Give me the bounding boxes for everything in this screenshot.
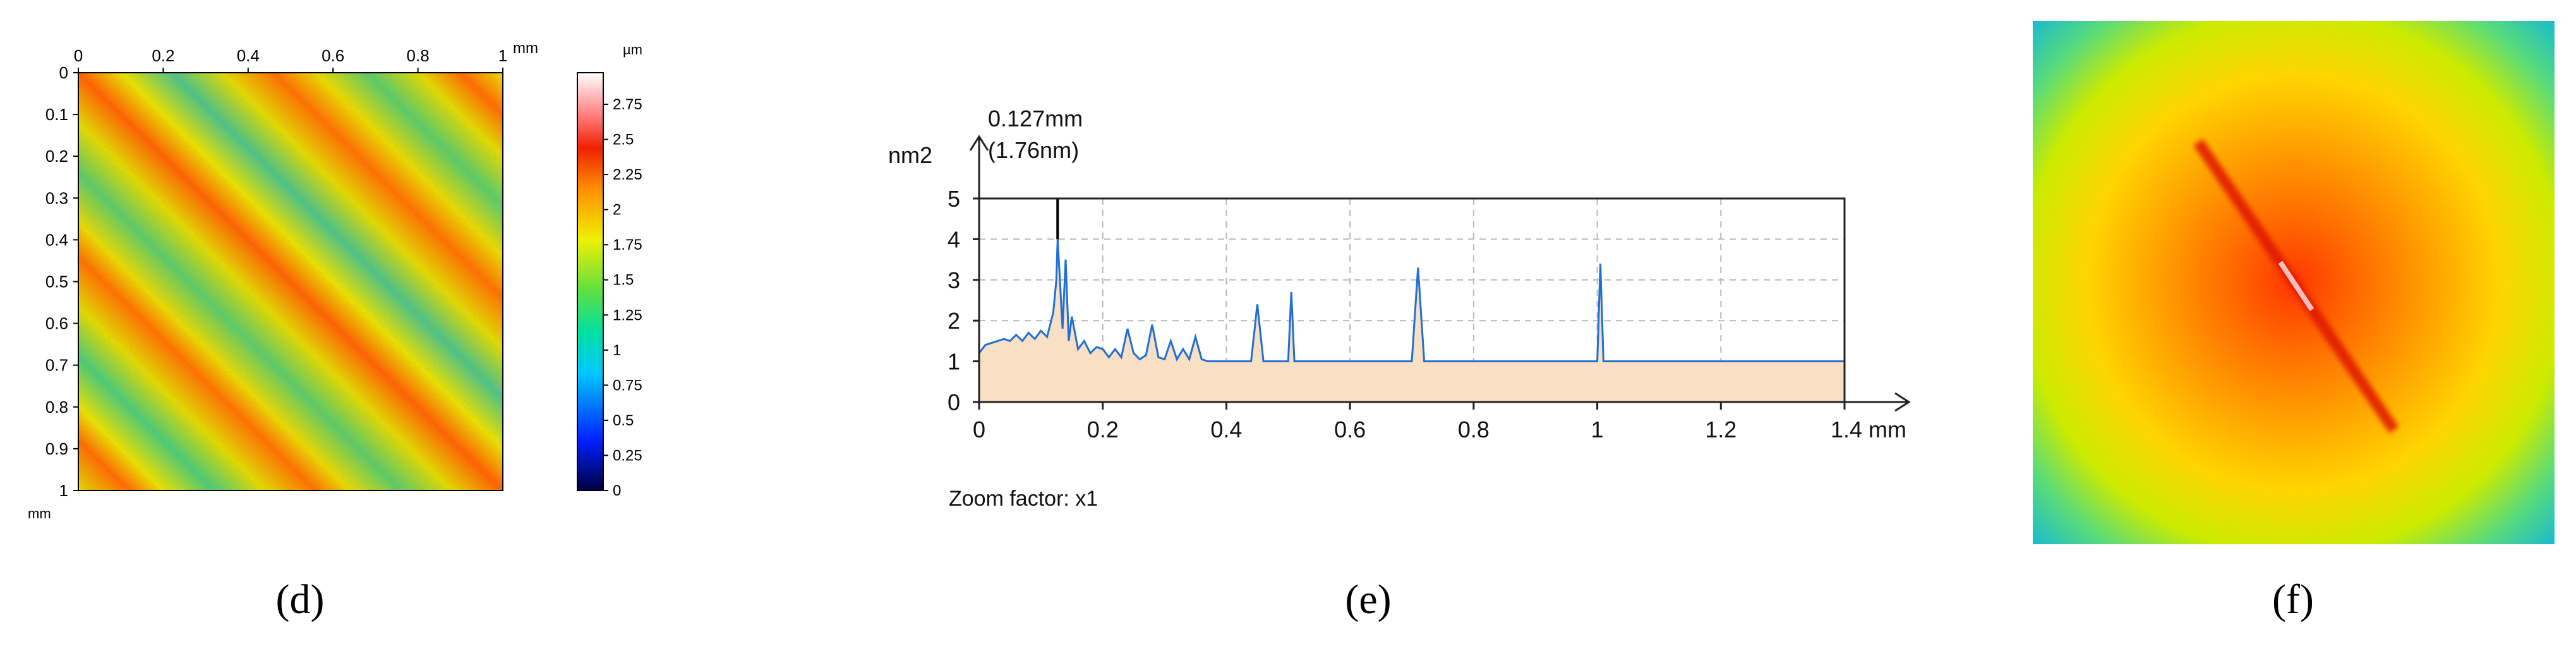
d-x-unit-label: mm	[513, 40, 538, 57]
colorbar-tick-label: 2.25	[613, 166, 642, 183]
d-x-tick-label: 0.6	[322, 46, 344, 65]
panel-f-fft-image: (f)	[2033, 21, 2555, 623]
e-axes	[969, 135, 1911, 412]
colorbar-tick-label: 2.75	[613, 96, 642, 113]
e-x-tick-labels: 0 0.2 0.4 0.6 0.8 1 1.2 1.4 mm	[973, 402, 1906, 442]
e-y-axis-arrow	[969, 135, 989, 151]
d-x-tick-label: 1	[498, 46, 507, 65]
colorbar-tick-label: 1.75	[613, 236, 642, 253]
colorbar-tick-label: 1.25	[613, 307, 642, 324]
e-x-tick-label: 1.4 mm	[1831, 417, 1906, 442]
e-x-tick-label: 0	[973, 417, 985, 442]
panel-e-spectrum: 0 0.2 0.4 0.6 0.8 1 1.2 1.4 mm 0 1 2 3 4 5 nm2 0.127…	[888, 106, 1911, 623]
d-x-tick-label: 0.4	[237, 46, 260, 65]
d-y-tick-label: 0.4	[45, 230, 68, 249]
d-y-tick-label: 0.3	[45, 188, 68, 207]
colorbar-tick-label: 0.5	[613, 412, 634, 429]
d-x-tick-label: 0	[74, 46, 83, 65]
d-y-tick-labels: 0 0.1 0.2 0.3 0.4 0.5 0.6 0.7 0.8 0.9 1	[45, 63, 78, 500]
panel-d-heightmap: 0 0.2 0.4 0.6 0.8 1 0 0.1 0.2 0.3 0.4 0.5 0.6 0.7 0.8…	[28, 40, 642, 623]
e-y-unit-label: nm2	[888, 142, 932, 168]
heightmap-speckle-green	[78, 73, 503, 491]
colorbar	[577, 72, 604, 491]
e-zoom-factor: Zoom factor: x1	[949, 487, 1098, 511]
colorbar-tick-label: 2	[613, 202, 621, 219]
colorbar-tick-labels: 2.75 2.5 2.25 2 1.75 1.5 1.25 1 0.75 0.5 0.25 0	[603, 96, 642, 499]
d-x-tick-label: 0.2	[152, 46, 174, 65]
e-x-tick-label: 0.2	[1087, 417, 1119, 442]
panel-label-e: (e)	[1345, 576, 1391, 623]
e-cursor-y-readout: (1.76nm)	[988, 137, 1079, 163]
e-spectrum-line	[979, 239, 1845, 363]
e-x-tick-label: 1.2	[1705, 417, 1736, 442]
e-cursor-x-readout: 0.127mm	[988, 106, 1083, 131]
d-y-tick-label: 1	[59, 481, 68, 500]
e-x-tick-label: 0.4	[1210, 417, 1242, 442]
e-y-tick-label: 5	[948, 186, 960, 212]
e-y-tick-label: 4	[948, 226, 960, 252]
e-y-tick-labels: 0 1 2 3 4 5	[948, 186, 979, 415]
colorbar-unit-label: µm	[623, 42, 642, 58]
e-y-tick-label: 0	[948, 389, 960, 415]
d-y-tick-label: 0.5	[45, 272, 68, 291]
e-x-tick-label: 0.6	[1334, 417, 1366, 442]
e-y-tick-label: 2	[948, 308, 960, 334]
colorbar-tick-label: 0	[613, 482, 621, 499]
d-y-tick-label: 0	[59, 63, 68, 82]
colorbar-tick-label: 1	[613, 342, 621, 359]
d-y-tick-label: 0.6	[45, 314, 68, 333]
d-y-tick-label: 0.9	[45, 439, 68, 458]
panel-label-f: (f)	[2272, 576, 2314, 623]
e-y-tick-label: 3	[948, 267, 960, 293]
panel-label-d: (d)	[276, 576, 325, 623]
d-y-tick-label: 0.7	[45, 356, 68, 375]
colorbar-tick-label: 1.5	[613, 272, 634, 289]
fft-center-spot	[2278, 260, 2314, 312]
e-x-tick-label: 1	[1591, 417, 1604, 442]
colorbar-tick-label: 0.75	[613, 377, 642, 394]
e-y-tick-label: 1	[948, 349, 960, 375]
d-y-tick-label: 0.8	[45, 398, 68, 417]
d-x-tick-label: 0.8	[407, 46, 430, 65]
colorbar-tick-label: 0.25	[613, 447, 642, 464]
e-x-tick-label: 0.8	[1458, 417, 1490, 442]
d-y-tick-label: 0.2	[45, 147, 68, 166]
colorbar-tick-label: 2.5	[613, 131, 634, 149]
d-y-tick-label: 0.1	[45, 105, 68, 124]
e-x-axis-arrow	[1894, 392, 1911, 412]
d-x-tick-labels: 0 0.2 0.4 0.6 0.8 1	[74, 46, 507, 73]
d-y-unit-label: mm	[28, 506, 51, 521]
